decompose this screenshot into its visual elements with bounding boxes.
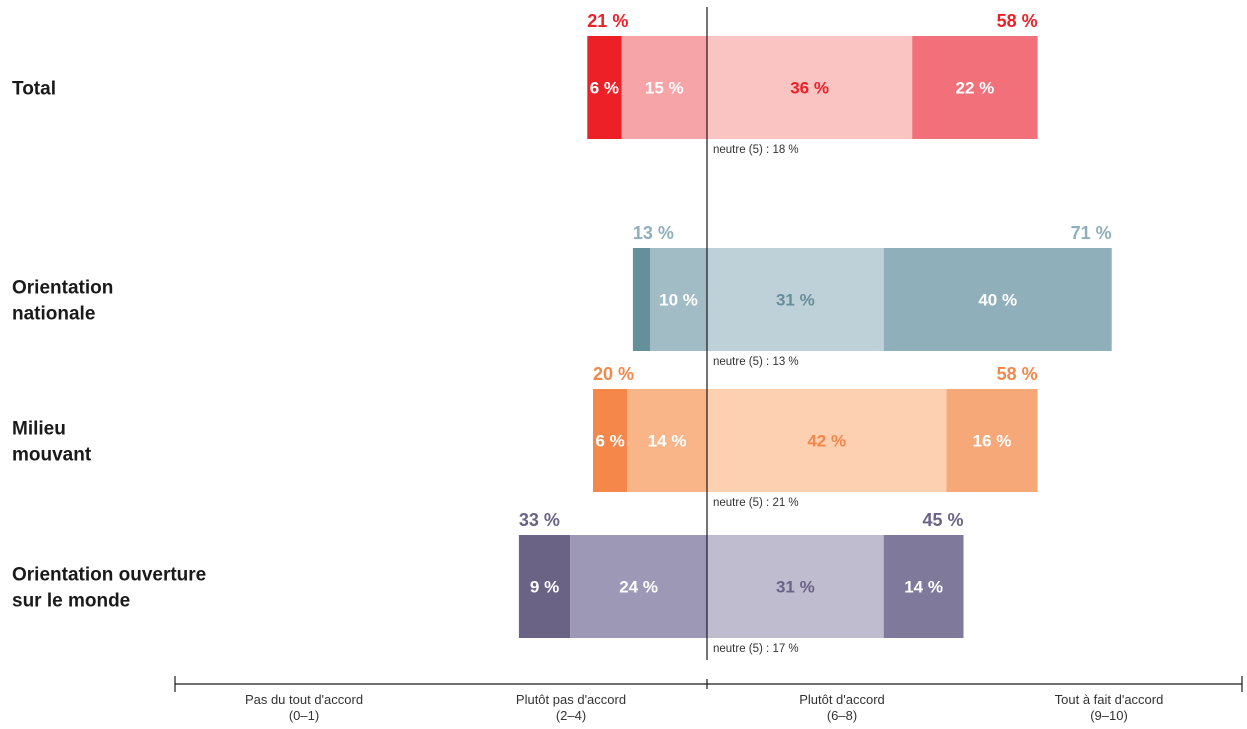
data-label: 16 % bbox=[973, 432, 1012, 451]
row-label: Milieu bbox=[12, 419, 66, 440]
chart-row: Milieu mouvant 6 % 14 % 42 % 16 % 20 % 58 % neut… bbox=[12, 364, 1038, 509]
bar-segment bbox=[707, 36, 913, 139]
disagree-total-label: 20 % bbox=[593, 364, 634, 384]
bar-segment bbox=[518, 535, 571, 638]
scale-range-label: (9–10) bbox=[1090, 708, 1128, 723]
scale-label: Plutôt pas d'accord bbox=[516, 692, 626, 707]
chart-row: Orientation nationale 10 % 31 % 40 % 13 % 71 %… bbox=[12, 223, 1112, 368]
bar-segment bbox=[570, 535, 707, 638]
chart-row: Total 6 % 15 % 36 % 22 % 21 % 58 % neutre (5) :… bbox=[12, 11, 1038, 156]
disagree-total-label: 33 % bbox=[519, 510, 560, 530]
bar-segment bbox=[621, 36, 707, 139]
disagree-total-label: 21 % bbox=[587, 11, 628, 31]
bar-segment bbox=[707, 248, 884, 351]
data-label: 42 % bbox=[807, 432, 846, 451]
bar-segment bbox=[632, 248, 650, 351]
neutral-label: neutre (5) : 13 % bbox=[713, 356, 799, 368]
data-label: 31 % bbox=[776, 291, 815, 310]
bar-segment bbox=[587, 36, 622, 139]
agree-total-label: 58 % bbox=[997, 11, 1038, 31]
data-label: 6 % bbox=[590, 79, 619, 98]
data-label: 14 % bbox=[648, 432, 687, 451]
scale-range-label: (6–8) bbox=[827, 708, 857, 723]
scale-label: Tout à fait d'accord bbox=[1055, 692, 1164, 707]
data-label: 9 % bbox=[530, 578, 559, 597]
neutral-label: neutre (5) : 17 % bbox=[713, 643, 799, 655]
agree-total-label: 71 % bbox=[1071, 223, 1112, 243]
scale-range-label: (2–4) bbox=[556, 708, 586, 723]
bar-segment bbox=[883, 535, 964, 638]
row-label: Orientation ouverture bbox=[12, 565, 206, 586]
bar-segment bbox=[627, 389, 707, 492]
scale-label: Pas du tout d'accord bbox=[245, 692, 363, 707]
data-label: 40 % bbox=[978, 291, 1017, 310]
bar-segment bbox=[707, 535, 884, 638]
row-label: nationale bbox=[12, 304, 95, 325]
bar-segment bbox=[883, 248, 1112, 351]
agree-total-label: 58 % bbox=[997, 364, 1038, 384]
data-label: 31 % bbox=[776, 578, 815, 597]
row-label: Total bbox=[12, 79, 56, 100]
chart-row: Orientation ouverture sur le monde 9 % 24 %… bbox=[12, 510, 964, 655]
data-label: 22 % bbox=[956, 79, 995, 98]
bar-segment bbox=[912, 36, 1038, 139]
row-label: sur le monde bbox=[12, 591, 130, 612]
data-label: 15 % bbox=[645, 79, 684, 98]
data-label: 36 % bbox=[790, 79, 829, 98]
bar-segment bbox=[707, 389, 947, 492]
row-label: mouvant bbox=[12, 445, 92, 466]
scale-range-label: (0–1) bbox=[289, 708, 319, 723]
scale-label: Plutôt d'accord bbox=[799, 692, 885, 707]
agree-total-label: 45 % bbox=[922, 510, 963, 530]
neutral-label: neutre (5) : 21 % bbox=[713, 497, 799, 509]
data-label: 24 % bbox=[619, 578, 658, 597]
neutral-label: neutre (5) : 18 % bbox=[713, 144, 799, 156]
disagree-total-label: 13 % bbox=[633, 223, 674, 243]
data-label: 6 % bbox=[595, 432, 624, 451]
bar-segment bbox=[593, 389, 628, 492]
row-label: Orientation bbox=[12, 278, 113, 299]
bar-segment bbox=[946, 389, 1038, 492]
data-label: 14 % bbox=[904, 578, 943, 597]
bar-segment bbox=[650, 248, 707, 351]
data-label: 10 % bbox=[659, 291, 698, 310]
